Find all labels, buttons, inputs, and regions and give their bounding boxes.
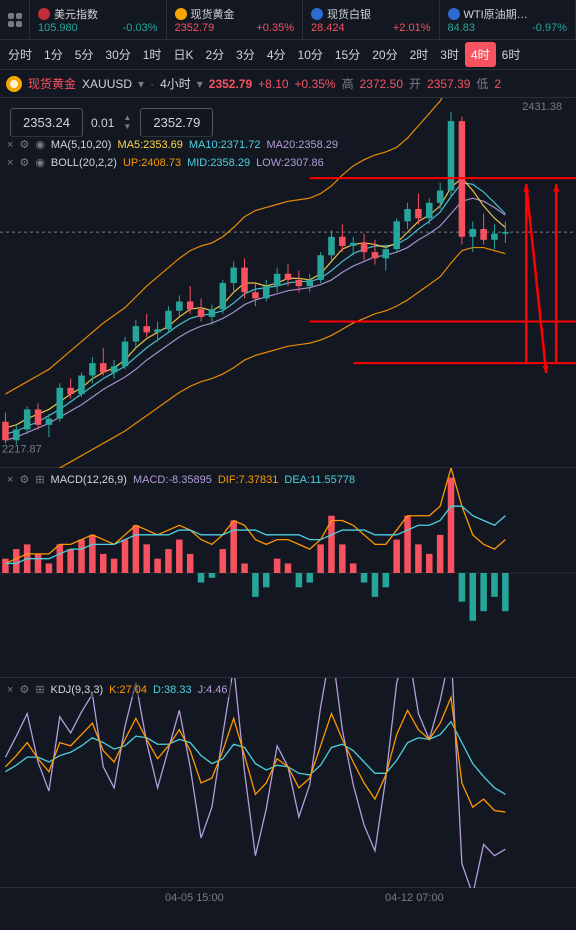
gold-icon [6, 76, 22, 92]
timeframe-tab[interactable]: 6时 [496, 42, 527, 67]
last-price: 2352.79 [209, 77, 252, 91]
ticker-item[interactable]: WTI原油期… 84.83-0.97% [440, 0, 576, 39]
macd-label: MACD(12,26,9) [51, 474, 127, 486]
low-value: 2 [494, 77, 501, 91]
time-axis: 04-05 15:00 04-12 07:00 [0, 888, 576, 908]
timeframe-tab[interactable]: 3时 [434, 42, 465, 67]
symbol-name[interactable]: 现货黄金 [28, 75, 76, 92]
timeframe-tab[interactable]: 4时 [465, 42, 496, 67]
spread-stepper[interactable]: ▲▼ [122, 114, 132, 131]
time-label: 04-12 07:00 [385, 892, 444, 904]
open-label: 开 [409, 75, 421, 92]
timeframe-tab[interactable]: 20分 [366, 42, 403, 67]
indicator-overlay: × ⚙ ◉ MA(5,10,20) MA5:2353.69 MA10:2371.… [4, 136, 341, 172]
macd-pane[interactable]: × ⚙ ⊞ MACD(12,26,9) MACD:-8.35895 DIF:7.… [0, 468, 576, 678]
kdj-pane[interactable]: × ⚙ ⊞ KDJ(9,3,3) K:27.04 D:38.33 J:4.46 [0, 678, 576, 888]
dropdown-icon[interactable]: ▾ [197, 77, 203, 91]
boll-mid-value: MID:2358.29 [187, 155, 250, 171]
timeframe-tab[interactable]: 30分 [99, 42, 136, 67]
timeframe-tab[interactable]: 1分 [38, 42, 69, 67]
svg-text:2217.87: 2217.87 [2, 443, 42, 455]
close-icon[interactable]: × [7, 155, 13, 171]
dif-value: DIF:7.37831 [218, 474, 279, 486]
timeframe-tab[interactable]: 1时 [137, 42, 168, 67]
symbol-header: 现货黄金 XAUUSD ▾ · 4小时 ▾ 2352.79 +8.10 +0.3… [0, 70, 576, 98]
expand-icon[interactable]: ⊞ [35, 473, 44, 486]
close-icon[interactable]: × [7, 684, 13, 696]
boll-low-value: LOW:2307.86 [256, 155, 324, 171]
boll-indicator-row: × ⚙ ◉ BOLL(20,2,2) UP:2408.73 MID:2358.2… [4, 154, 341, 172]
macd-header: × ⚙ ⊞ MACD(12,26,9) MACD:-8.35895 DIF:7.… [4, 472, 358, 487]
timeframe-tab[interactable]: 2时 [404, 42, 435, 67]
boll-up-value: UP:2408.73 [123, 155, 181, 171]
ma5-value: MA5:2353.69 [117, 137, 182, 153]
settings-icon[interactable]: ⚙ [19, 473, 29, 486]
timeframe-tab[interactable]: 15分 [329, 42, 366, 67]
ticker-bar: 美元指数 105.980-0.03%现货黄金 2352.79+0.35%现货白银… [0, 0, 576, 40]
timeframe-label[interactable]: 4小时 [160, 75, 191, 92]
j-value: J:4.46 [198, 684, 228, 696]
price-change: +8.10 [258, 77, 288, 91]
timeframe-tab[interactable]: 5分 [69, 42, 100, 67]
dropdown-icon[interactable]: ▾ [138, 77, 144, 91]
settings-icon[interactable]: ⚙ [19, 137, 29, 153]
open-value: 2357.39 [427, 77, 470, 91]
price-change-pct: +0.35% [295, 77, 336, 91]
ma10-value: MA10:2371.72 [189, 137, 261, 153]
timeframe-tab[interactable]: 2分 [199, 42, 230, 67]
expand-icon[interactable]: ⊞ [35, 683, 44, 696]
close-icon[interactable]: × [7, 137, 13, 153]
high-label: 高 [342, 75, 354, 92]
app-menu-icon[interactable] [0, 0, 30, 39]
macd-value: MACD:-8.35895 [133, 474, 212, 486]
time-label: 04-05 15:00 [165, 892, 224, 904]
timeframe-tab[interactable]: 分时 [2, 42, 38, 67]
settings-icon[interactable]: ⚙ [19, 683, 29, 696]
symbol-code[interactable]: XAUUSD [82, 77, 132, 91]
ma-indicator-row: × ⚙ ◉ MA(5,10,20) MA5:2353.69 MA10:2371.… [4, 136, 341, 154]
timeframe-tab[interactable]: 4分 [261, 42, 292, 67]
bid-box[interactable]: 2353.24 [10, 108, 83, 137]
ask-box[interactable]: 2352.79 [140, 108, 213, 137]
d-value: D:38.33 [153, 684, 192, 696]
timeframe-tabs: 分时1分5分30分1时日K2分3分4分10分15分20分2时3时4时6时 [0, 40, 576, 70]
high-value: 2372.50 [360, 77, 403, 91]
kdj-label: KDJ(9,3,3) [51, 684, 104, 696]
eye-icon[interactable]: ◉ [35, 137, 45, 153]
close-icon[interactable]: × [7, 474, 13, 486]
timeframe-tab[interactable]: 10分 [292, 42, 329, 67]
eye-icon[interactable]: ◉ [35, 155, 45, 171]
ma20-value: MA20:2358.29 [266, 137, 338, 153]
svg-text:2431.38: 2431.38 [522, 101, 562, 113]
ticker-item[interactable]: 美元指数 105.980-0.03% [30, 0, 167, 39]
timeframe-tab[interactable]: 日K [167, 42, 199, 67]
low-label: 低 [476, 75, 488, 92]
k-value: K:27.04 [109, 684, 147, 696]
dea-value: DEA:11.55778 [284, 474, 355, 486]
bid-ask-panel: 2353.24 0.01 ▲▼ 2352.79 [4, 100, 219, 137]
kdj-header: × ⚙ ⊞ KDJ(9,3,3) K:27.04 D:38.33 J:4.46 [4, 682, 231, 697]
ticker-item[interactable]: 现货黄金 2352.79+0.35% [167, 0, 304, 39]
ma-label: MA(5,10,20) [51, 137, 112, 153]
ticker-item[interactable]: 现货白银 28.424+2.01% [303, 0, 440, 39]
spread-value: 0.01 [91, 116, 114, 130]
timeframe-tab[interactable]: 3分 [230, 42, 261, 67]
settings-icon[interactable]: ⚙ [19, 155, 29, 171]
boll-label: BOLL(20,2,2) [51, 155, 117, 171]
